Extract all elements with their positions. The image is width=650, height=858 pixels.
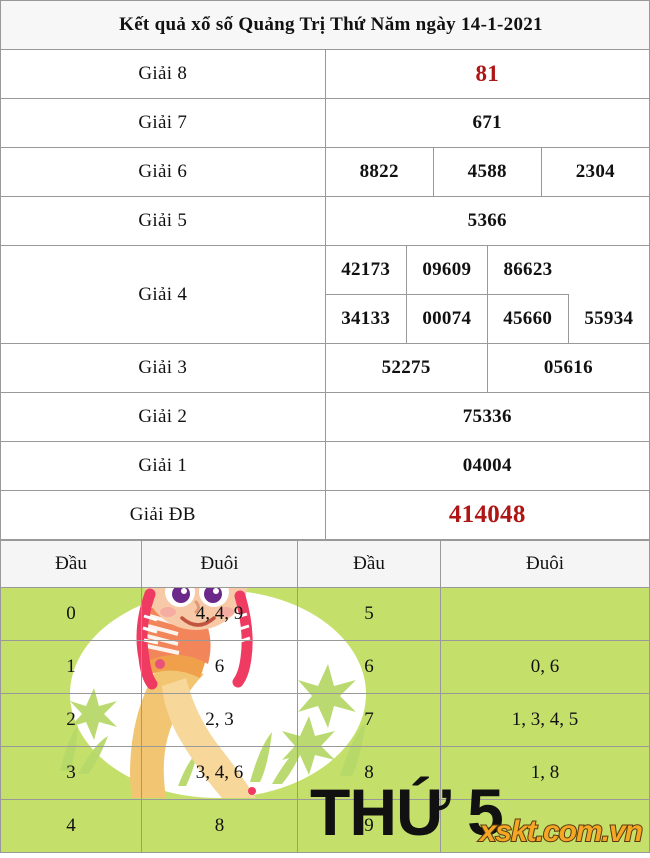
- prize-label: Giải ĐB: [0, 490, 326, 540]
- prize-label: Giải 5: [0, 196, 326, 246]
- dau-left: 0: [0, 587, 142, 641]
- prize-number: 5366: [467, 210, 507, 231]
- results-body: Kết quả xổ số Quảng Trị Thứ Năm ngày 14-…: [0, 0, 650, 540]
- duoi-right: 0, 6: [440, 640, 650, 694]
- prize-values: 8822 4588 2304: [324, 147, 650, 197]
- prize-label: Giải 3: [0, 343, 326, 393]
- prize-values: 671: [324, 98, 650, 148]
- prize-number: 8822: [359, 161, 399, 182]
- prize-number: 4588: [432, 148, 542, 196]
- table-row: 2 2, 3 7 1, 3, 4, 5: [0, 693, 650, 747]
- dau-left: 3: [0, 746, 142, 800]
- prize-row-3: Giải 3 52275 05616: [0, 343, 650, 393]
- duoi-left: 8: [141, 799, 298, 853]
- prize-number: 86623: [486, 246, 569, 295]
- prize-number: 52275: [381, 357, 431, 378]
- prize-label: Giải 7: [0, 98, 326, 148]
- prize-number: 75336: [462, 406, 512, 427]
- prize-values: 414048: [324, 490, 650, 540]
- dau-right: 7: [297, 693, 441, 747]
- prize-values: 04004: [324, 441, 650, 491]
- dau-left: 4: [0, 799, 142, 853]
- head-tail-summary: Đầu Đuôi Đầu Đuôi 0 4, 4, 9 5 1 6 6 0,: [0, 540, 650, 853]
- prize-row-7: Giải 7 671: [0, 98, 650, 148]
- column-header-duoi-right: Đuôi: [440, 540, 650, 588]
- prize-value-grid: 52275 05616: [326, 344, 649, 392]
- prize-number: 34133: [341, 308, 391, 329]
- prize-number: 09609: [405, 246, 488, 295]
- prize-values: 81: [324, 49, 650, 99]
- prize-label: Giải 4: [0, 245, 326, 344]
- prize-row-5: Giải 5 5366: [0, 196, 650, 246]
- prize-value-grid: 8822 4588 2304: [326, 148, 649, 196]
- duoi-left: 3, 4, 6: [141, 746, 298, 800]
- duoi-right: 1, 8: [440, 746, 650, 800]
- prize-values: 42173 09609 86623 34133 00074 45660 5593…: [324, 245, 650, 344]
- head-tail-table: Đầu Đuôi Đầu Đuôi 0 4, 4, 9 5 1 6 6 0,: [0, 540, 650, 853]
- prize-row-db: Giải ĐB 414048: [0, 490, 650, 540]
- prize-row-8: Giải 8 81: [0, 49, 650, 99]
- table-row: 3 3, 4, 6 8 1, 8: [0, 746, 650, 800]
- prize-number: 04004: [462, 455, 512, 476]
- prize-value-subrow: 42173 09609 86623: [325, 246, 650, 295]
- summary-body: 0 4, 4, 9 5 1 6 6 0, 6 2 2, 3 7 1, 3, 4,…: [0, 587, 650, 853]
- page-title: Kết quả xổ số Quảng Trị Thứ Năm ngày 14-…: [0, 0, 650, 50]
- prize-row-4: Giải 4 42173 09609 86623 34133 00074 456…: [0, 245, 650, 344]
- prize-number: 55934: [567, 294, 649, 343]
- prize-label: Giải 1: [0, 441, 326, 491]
- duoi-left: 2, 3: [141, 693, 298, 747]
- prize-number: 45660: [486, 294, 569, 343]
- column-header-duoi-left: Đuôi: [141, 540, 298, 588]
- prize-row-6: Giải 6 8822 4588 2304: [0, 147, 650, 197]
- prize-number: 414048: [448, 501, 526, 528]
- prize-row-1: Giải 1 04004: [0, 441, 650, 491]
- duoi-right: 1, 3, 4, 5: [440, 693, 650, 747]
- table-row: 1 6 6 0, 6: [0, 640, 650, 694]
- prize-number: 05616: [486, 344, 649, 392]
- duoi-left: 6: [141, 640, 298, 694]
- prize-label: Giải 6: [0, 147, 326, 197]
- prize-values: 75336: [324, 392, 650, 442]
- prize-label: Giải 8: [0, 49, 326, 99]
- prize-number: 671: [472, 112, 502, 133]
- prize-values: 5366: [324, 196, 650, 246]
- duoi-left: 4, 4, 9: [141, 587, 298, 641]
- prize-number: 2304: [540, 148, 649, 196]
- title-row: Kết quả xổ số Quảng Trị Thứ Năm ngày 14-…: [0, 0, 650, 50]
- dau-right: 8: [297, 746, 441, 800]
- prize-row-2: Giải 2 75336: [0, 392, 650, 442]
- lottery-results-table: Kết quả xổ số Quảng Trị Thứ Năm ngày 14-…: [0, 0, 650, 540]
- duoi-right: [440, 587, 650, 641]
- prize-value-subrow: 34133 00074 45660 55934: [326, 294, 649, 343]
- column-header-dau-right: Đầu: [297, 540, 441, 588]
- table-row: 4 8 9: [0, 799, 650, 853]
- prize-number: 00074: [405, 294, 488, 343]
- dau-right: 6: [297, 640, 441, 694]
- summary-header-row: Đầu Đuôi Đầu Đuôi: [0, 540, 650, 588]
- column-header-dau-left: Đầu: [0, 540, 142, 588]
- dau-left: 2: [0, 693, 142, 747]
- prize-number: 42173: [325, 246, 407, 295]
- prize-number: 81: [475, 61, 500, 86]
- prize-label: Giải 2: [0, 392, 326, 442]
- prize-values: 52275 05616: [324, 343, 650, 393]
- dau-right: 5: [297, 587, 441, 641]
- table-row: 0 4, 4, 9 5: [0, 587, 650, 641]
- dau-right: 9: [297, 799, 441, 853]
- duoi-right: [440, 799, 650, 853]
- summary-head: Đầu Đuôi Đầu Đuôi: [0, 540, 650, 588]
- prize-value-grid: 42173 09609 86623 34133 00074 45660 5593…: [325, 246, 650, 343]
- dau-left: 1: [0, 640, 142, 694]
